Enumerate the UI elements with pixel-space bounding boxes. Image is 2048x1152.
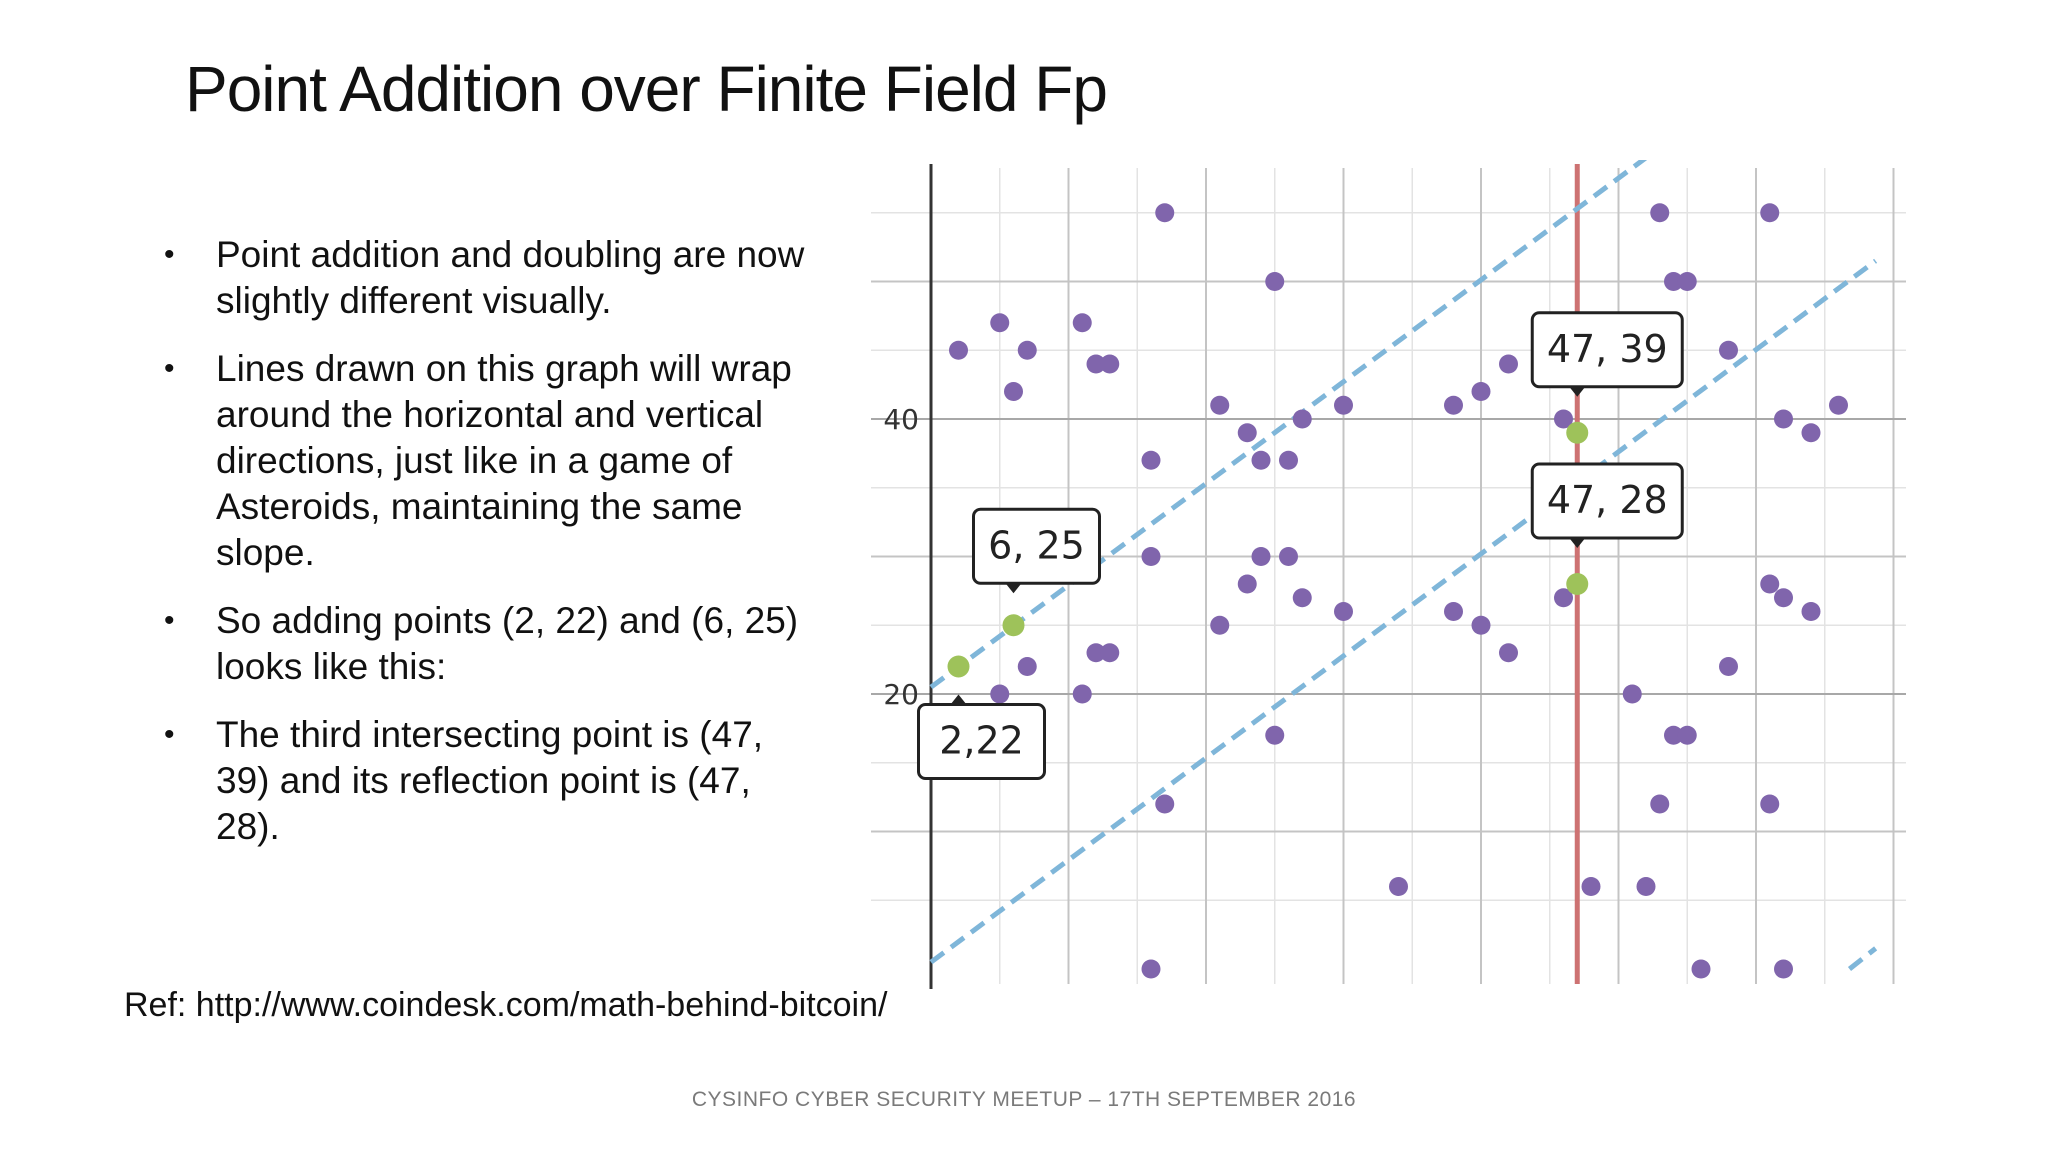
data-point	[1719, 340, 1738, 360]
point-label-box	[1530, 311, 1684, 389]
data-point	[1444, 602, 1463, 621]
data-point	[1251, 547, 1271, 566]
data-point	[1072, 313, 1092, 333]
data-point	[1554, 409, 1573, 429]
data-point	[1499, 643, 1518, 663]
data-point	[1017, 657, 1037, 676]
data-point	[1801, 423, 1821, 443]
bullet-item: So adding points (2, 22) and (6, 25) loo…	[150, 598, 810, 690]
data-point	[1774, 409, 1793, 429]
data-point	[1677, 272, 1697, 291]
data-point	[1444, 395, 1463, 415]
data-point	[1471, 615, 1491, 635]
data-point	[990, 684, 1010, 704]
data-point	[1664, 272, 1683, 291]
data-point	[1265, 272, 1285, 291]
finite-field-scatter-chart: 20 40 60 2,22 6, 25 47, 39 47, 28	[871, 160, 1906, 989]
y-tick-label: 20	[883, 678, 919, 711]
callout-pointer	[1005, 583, 1022, 594]
data-point	[1017, 340, 1037, 360]
highlighted-point	[1566, 421, 1589, 444]
point-label: 47, 28	[1547, 478, 1668, 522]
data-point	[1636, 877, 1656, 896]
data-point	[1155, 203, 1175, 223]
data-point	[1622, 684, 1642, 704]
data-point	[1251, 450, 1271, 470]
data-point	[1719, 657, 1738, 676]
data-point	[1334, 395, 1353, 415]
data-point	[1279, 450, 1298, 470]
data-point	[1760, 203, 1780, 223]
callout-pointer	[950, 694, 967, 705]
callout-pointer	[1569, 538, 1586, 548]
data-point	[1650, 794, 1670, 814]
data-point	[1292, 588, 1312, 608]
slide-title: Point Addition over Finite Field Fp	[185, 53, 1108, 125]
data-point	[1004, 382, 1023, 401]
point-label-box	[972, 507, 1101, 585]
data-point	[1100, 643, 1120, 663]
dashed-wrap-line	[929, 160, 1648, 690]
bullet-item: The third intersecting point is (47, 39)…	[150, 712, 810, 850]
data-point	[1774, 959, 1793, 979]
data-point	[1760, 794, 1780, 814]
data-point	[1801, 602, 1821, 621]
data-point	[1155, 794, 1175, 814]
dashed-wrap-line	[929, 258, 1878, 965]
data-point	[1100, 354, 1120, 374]
data-point	[1086, 354, 1106, 374]
data-point	[1279, 547, 1298, 566]
point-label-box	[1530, 462, 1684, 540]
point-label: 47, 39	[1547, 327, 1668, 371]
callout-pointer	[1569, 386, 1586, 397]
data-point	[1760, 574, 1780, 594]
highlighted-point	[947, 655, 970, 678]
data-point	[1210, 615, 1230, 635]
data-point	[1265, 725, 1285, 745]
data-point	[990, 313, 1010, 333]
slide-footer: CYSINFO CYBER SECURITY MEETUP – 17TH SEP…	[691, 1088, 1357, 1111]
data-point	[1691, 959, 1711, 979]
highlighted-point	[1002, 614, 1025, 637]
data-point	[1650, 203, 1670, 223]
data-point	[1334, 602, 1353, 621]
y-tick-label: 60	[883, 160, 919, 161]
highlighted-point	[1566, 573, 1589, 595]
data-point	[1141, 547, 1161, 566]
data-point	[1141, 450, 1161, 470]
data-point	[1829, 395, 1848, 415]
data-point	[1072, 684, 1092, 704]
bullet-item: Lines drawn on this graph will wrap arou…	[150, 346, 810, 576]
data-point	[1774, 588, 1793, 608]
data-point	[949, 340, 968, 360]
data-point	[1237, 423, 1257, 443]
data-point	[1554, 588, 1573, 608]
data-point	[1499, 354, 1518, 374]
y-tick-label: 40	[883, 403, 919, 436]
reference-link[interactable]: Ref: http://www.coindesk.com/math-behind…	[124, 986, 888, 1024]
point-label-box	[917, 703, 1046, 780]
data-point	[1237, 574, 1257, 594]
dashed-wrap-line	[1847, 946, 1878, 971]
bullet-item: Point addition and doubling are now slig…	[150, 232, 810, 324]
data-point	[1581, 877, 1601, 896]
data-point	[1292, 409, 1312, 429]
data-point	[1677, 725, 1697, 745]
data-point	[1471, 382, 1491, 401]
data-point	[1389, 877, 1408, 896]
point-label: 2,22	[939, 719, 1024, 763]
data-point	[1086, 643, 1106, 663]
bullet-list: Point addition and doubling are now slig…	[150, 232, 810, 872]
data-point	[1210, 395, 1230, 415]
point-label: 6, 25	[988, 523, 1085, 567]
data-point	[1664, 725, 1683, 745]
data-point	[1141, 959, 1161, 979]
